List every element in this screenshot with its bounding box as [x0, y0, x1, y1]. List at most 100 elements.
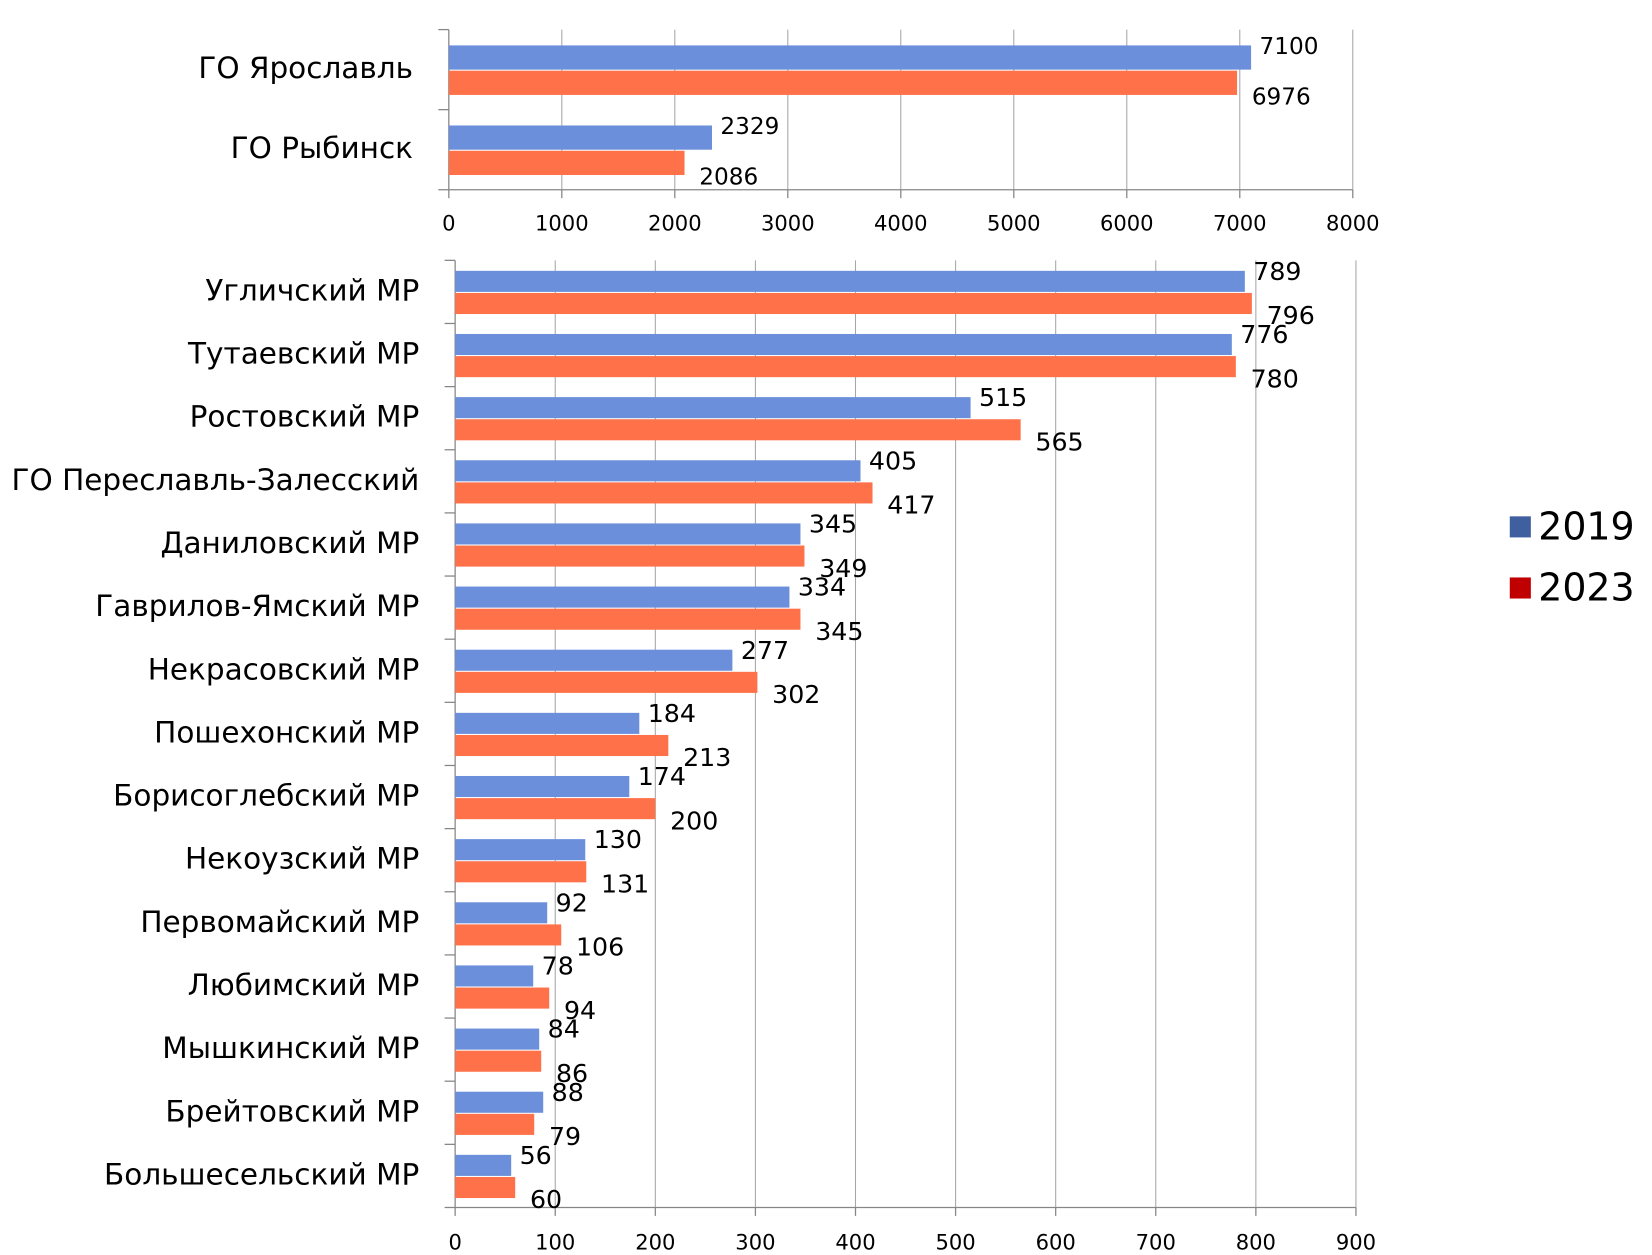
- x-tick-label: 400: [835, 1229, 875, 1254]
- bar: [448, 45, 1252, 70]
- data-label: 7100: [1260, 33, 1319, 60]
- x-tick-label: 0: [442, 211, 455, 236]
- data-label: 131: [601, 869, 649, 898]
- data-label: 2329: [720, 113, 779, 140]
- y-tick-label: Большесельский МР: [104, 1157, 419, 1191]
- data-label: 776: [1240, 320, 1288, 349]
- data-label: 789: [1253, 257, 1301, 286]
- y-tick-label: Тутаевский МР: [187, 337, 419, 371]
- x-tick-label: 100: [535, 1229, 575, 1254]
- data-label: 60: [530, 1185, 562, 1214]
- legend-label: 2023: [1538, 566, 1634, 610]
- x-tick-label: 800: [1236, 1229, 1276, 1254]
- x-tick-label: 2000: [648, 211, 702, 236]
- x-tick-label: 300: [735, 1229, 775, 1254]
- bar: [455, 397, 971, 419]
- bar: [455, 292, 1252, 315]
- data-label: 86: [556, 1059, 588, 1088]
- data-label: 200: [670, 806, 718, 835]
- data-label: 417: [887, 491, 935, 520]
- bar: [455, 1091, 544, 1113]
- x-tick-label: 8000: [1326, 211, 1380, 236]
- bar: [455, 965, 534, 987]
- x-tick-label: 7000: [1213, 211, 1267, 236]
- x-tick-label: 4000: [874, 211, 928, 236]
- data-label: 174: [638, 762, 686, 791]
- data-label: 213: [683, 743, 731, 772]
- data-label: 2086: [699, 164, 758, 191]
- y-tick-label: Ростовский МР: [190, 400, 420, 434]
- bar: [455, 712, 640, 734]
- bar: [455, 270, 1245, 292]
- x-tick-label: 1000: [535, 211, 589, 236]
- y-tick-label: Первомайский МР: [140, 905, 419, 939]
- y-tick-label: Некоузский МР: [185, 842, 419, 876]
- data-label: 130: [594, 825, 642, 854]
- x-tick-label: 200: [635, 1229, 675, 1254]
- bar: [455, 649, 733, 671]
- data-label: 349: [819, 554, 867, 583]
- data-label: 345: [809, 510, 857, 539]
- bar: [455, 356, 1236, 378]
- data-label: 405: [869, 446, 917, 475]
- x-tick-label: 700: [1136, 1229, 1176, 1254]
- y-tick-label: ГО Переславль-Залесский: [11, 463, 419, 497]
- data-label: 515: [979, 383, 1027, 412]
- x-tick-label: 500: [935, 1229, 975, 1254]
- bar: [455, 987, 550, 1009]
- bar: [455, 482, 873, 504]
- data-label: 565: [1035, 427, 1083, 456]
- y-tick-label: Пошехонский МР: [154, 715, 419, 749]
- x-tick-label: 6000: [1100, 211, 1154, 236]
- bar: [448, 70, 1238, 95]
- bar: [455, 839, 586, 861]
- bar: [455, 671, 758, 693]
- y-tick-label: Брейтовский МР: [165, 1094, 419, 1128]
- data-label: 94: [564, 996, 596, 1025]
- bar: [455, 798, 656, 820]
- bar: [455, 545, 805, 567]
- data-label: 88: [552, 1078, 584, 1107]
- data-label: 302: [772, 680, 820, 709]
- bar: [455, 1028, 540, 1050]
- y-tick-label: Угличский МР: [205, 273, 419, 307]
- data-label: 78: [542, 952, 574, 981]
- legend-label: 2019: [1538, 504, 1634, 548]
- data-label: 277: [741, 636, 789, 665]
- bar: [448, 125, 712, 150]
- y-tick-label: Любимский МР: [188, 968, 420, 1002]
- bar: [448, 150, 685, 175]
- y-tick-label: Даниловский МР: [160, 526, 419, 560]
- bar: [455, 1154, 512, 1176]
- data-label: 334: [798, 573, 846, 602]
- bar: [455, 523, 801, 545]
- x-tick-label: 3000: [761, 211, 815, 236]
- bar: [455, 1050, 542, 1072]
- bar: [455, 924, 562, 946]
- bar: [455, 1176, 516, 1199]
- y-tick-label: Борисоглебский МР: [113, 779, 419, 813]
- y-tick-label: Некрасовский МР: [148, 652, 420, 686]
- bar: [455, 861, 587, 883]
- data-label: 84: [548, 1015, 580, 1044]
- data-label: 56: [520, 1141, 552, 1170]
- bar: [455, 902, 548, 924]
- data-label: 796: [1267, 301, 1315, 330]
- bar: [455, 608, 801, 630]
- x-tick-label: 5000: [987, 211, 1041, 236]
- y-tick-label: ГО Рыбинск: [231, 131, 413, 165]
- bar: [455, 419, 1021, 441]
- data-label: 6976: [1252, 84, 1311, 111]
- data-label: 92: [556, 888, 588, 917]
- x-tick-label: 0: [448, 1229, 461, 1254]
- bar: [455, 460, 861, 482]
- bar: [455, 333, 1232, 356]
- x-tick-label: 600: [1036, 1229, 1076, 1254]
- legend-swatch: [1509, 516, 1531, 538]
- bar: [455, 775, 630, 798]
- data-label: 79: [549, 1122, 581, 1151]
- data-label: 780: [1251, 364, 1299, 393]
- legend-swatch: [1509, 577, 1531, 599]
- bar: [455, 586, 790, 608]
